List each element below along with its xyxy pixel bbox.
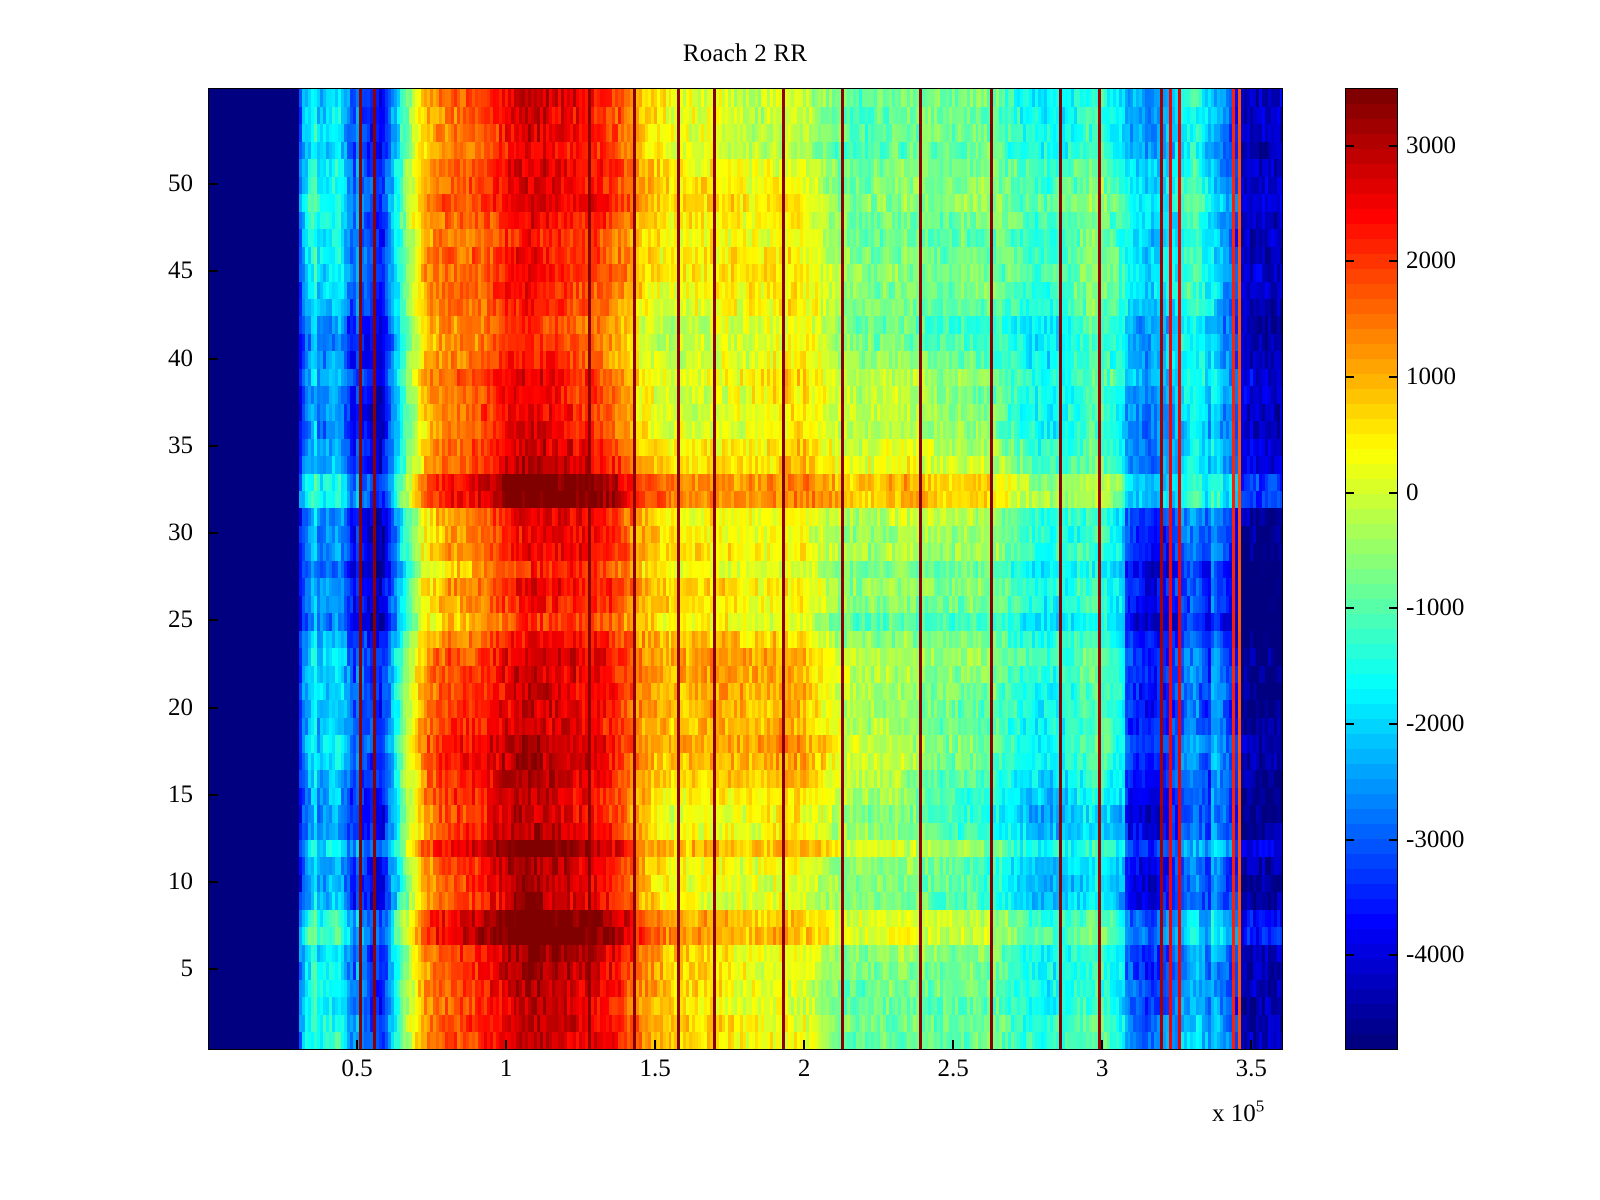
y-axis-tick-label: 25 xyxy=(168,606,193,634)
y-axis-tick-mark xyxy=(209,619,218,622)
x-axis-tick-mark xyxy=(654,1040,657,1049)
y-axis-tick-label: 5 xyxy=(180,955,194,983)
y-axis-tick-label: 50 xyxy=(168,170,193,197)
colorbar-tick-label: -4000 xyxy=(1406,941,1465,969)
heatmap-axes[interactable] xyxy=(208,88,1283,1050)
x-exponent-power: 5 xyxy=(1255,1096,1265,1116)
colorbar-tick-mark-left xyxy=(1346,144,1354,147)
colorbar-tick-label: 3000 xyxy=(1406,131,1456,159)
colorbar-gradient xyxy=(1346,89,1397,1049)
x-axis-tick-mark xyxy=(1250,1040,1253,1049)
x-axis-tick-label: 3 xyxy=(1095,1055,1109,1082)
x-exponent-prefix: x 10 xyxy=(1212,1100,1256,1127)
y-axis-tick-label: 45 xyxy=(168,257,193,285)
x-axis-tick-mark xyxy=(1101,1040,1104,1049)
x-axis-tick-label: 0.5 xyxy=(341,1055,373,1082)
colorbar-tick-mark-left xyxy=(1346,607,1354,610)
x-axis-tick-label: 1 xyxy=(499,1055,513,1082)
x-axis-tick-label: 2 xyxy=(797,1055,811,1082)
y-axis-tick-mark xyxy=(209,532,218,535)
y-axis-tick-mark xyxy=(209,270,218,273)
y-axis-tick-label: 15 xyxy=(168,780,193,808)
x-axis-tick-mark xyxy=(505,1040,508,1049)
colorbar-tick-mark-left xyxy=(1346,838,1354,841)
colorbar-tick-mark-left xyxy=(1346,723,1354,726)
y-axis-tick-label: 10 xyxy=(168,868,193,896)
y-axis-tick-label: 30 xyxy=(168,519,193,547)
x-axis-exponent-label: x 105 xyxy=(1212,1096,1265,1128)
colorbar-tick-label: 1000 xyxy=(1406,363,1456,391)
y-axis-tick-mark xyxy=(209,444,218,447)
x-axis-tick-mark xyxy=(356,1040,359,1049)
y-axis-tick-mark xyxy=(209,183,218,185)
colorbar-tick-mark-left xyxy=(1346,954,1354,957)
y-axis-tick-mark xyxy=(209,881,218,884)
colorbar-tick-mark-right xyxy=(1389,491,1397,494)
colorbar[interactable] xyxy=(1345,88,1398,1050)
page-title: Roach 2 RR xyxy=(682,40,808,67)
colorbar-tick-label: 2000 xyxy=(1406,247,1456,275)
x-axis-tick-mark xyxy=(952,1040,955,1049)
heatmap-image xyxy=(209,89,1282,1049)
colorbar-tick-mark-left xyxy=(1346,491,1354,494)
colorbar-tick-mark-right xyxy=(1389,723,1397,726)
colorbar-tick-label: -3000 xyxy=(1406,825,1465,853)
colorbar-tick-mark-right xyxy=(1389,838,1397,841)
x-axis-tick-mark xyxy=(803,1040,806,1049)
y-axis-tick-mark xyxy=(209,706,218,709)
x-axis-tick-label: 2.5 xyxy=(937,1055,969,1082)
x-axis-tick-label: 3.5 xyxy=(1235,1055,1267,1082)
colorbar-tick-mark-left xyxy=(1346,260,1354,263)
y-axis-tick-label: 35 xyxy=(168,431,193,459)
y-axis-tick-mark xyxy=(209,968,218,971)
y-axis-tick-mark xyxy=(209,793,218,796)
colorbar-tick-label: -2000 xyxy=(1406,710,1465,738)
colorbar-tick-mark-right xyxy=(1389,954,1397,957)
colorbar-tick-mark-right xyxy=(1389,260,1397,263)
y-axis-tick-mark xyxy=(209,357,218,360)
colorbar-tick-label: -1000 xyxy=(1406,594,1465,622)
colorbar-tick-mark-left xyxy=(1346,376,1354,379)
y-axis-tick-label: 40 xyxy=(168,344,193,372)
x-axis-tick-label: 1.5 xyxy=(639,1055,671,1082)
colorbar-tick-mark-right xyxy=(1389,607,1397,610)
colorbar-tick-mark-right xyxy=(1389,376,1397,379)
colorbar-tick-label: 0 xyxy=(1406,478,1419,506)
y-axis-tick-label: 20 xyxy=(168,693,193,721)
colorbar-tick-mark-right xyxy=(1389,144,1397,147)
